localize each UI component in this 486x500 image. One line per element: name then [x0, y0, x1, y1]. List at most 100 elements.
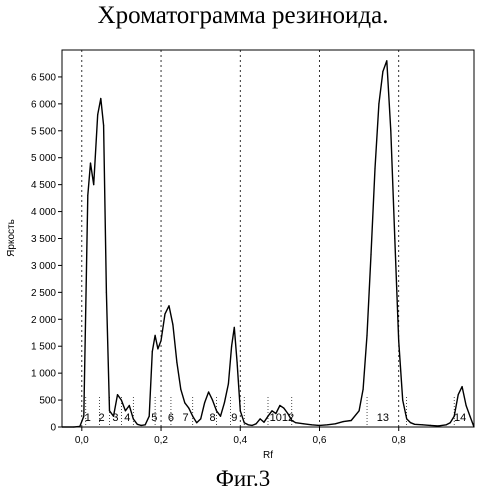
data-point [414, 423, 416, 425]
data-point [386, 60, 388, 62]
data-point [236, 361, 238, 363]
data-point [97, 114, 99, 116]
data-point [382, 70, 384, 73]
peak-label: 14 [454, 412, 466, 424]
data-point [473, 426, 475, 428]
data-point [453, 415, 455, 417]
peak-label: 6 [168, 412, 174, 424]
peak-label: 9 [231, 412, 237, 424]
y-tick-label: 1 000 [31, 369, 56, 380]
y-tick-label: 5 500 [31, 126, 56, 137]
x-axis-ticks: 0,0 0,2 0,4 0,6 0,8 [75, 427, 406, 446]
y-tick-label: 4 000 [31, 207, 56, 218]
data-point [108, 410, 111, 412]
data-point [398, 340, 400, 342]
data-point [136, 423, 138, 425]
x-tick-label: 0,0 [75, 435, 89, 446]
y-tick-label: 6 500 [31, 72, 56, 83]
data-point [157, 348, 159, 350]
data-point [132, 418, 134, 420]
peak-label: 7 [183, 412, 189, 424]
data-point [180, 388, 182, 390]
data-point [239, 410, 241, 412]
data-point [154, 334, 156, 336]
data-point [160, 340, 162, 342]
y-tick-label: 3 500 [31, 234, 56, 245]
data-point [334, 423, 336, 425]
data-point [374, 167, 376, 170]
peak-label: 8 [209, 412, 215, 424]
data-point [303, 423, 305, 425]
data-point [251, 424, 253, 426]
data-point [291, 419, 293, 422]
data-point [279, 404, 281, 407]
chart-title: Хроматограмма резиноида. [97, 2, 389, 29]
data-point [437, 425, 439, 427]
peak-label: 5 [151, 412, 157, 424]
data-point [140, 424, 142, 426]
data-point [370, 254, 372, 256]
x-tick-label: 0,4 [233, 435, 247, 446]
data-point [271, 410, 273, 412]
data-point [192, 415, 194, 417]
data-point [105, 291, 107, 293]
y-tick-label: 3 000 [31, 261, 56, 272]
x-tick-label: 0,8 [392, 435, 406, 446]
data-point [93, 184, 95, 186]
data-point [449, 422, 451, 424]
data-point [406, 418, 408, 420]
data-point [89, 162, 92, 164]
data-point [429, 424, 431, 426]
y-tick-label: 4 500 [31, 180, 56, 191]
data-point [204, 402, 206, 404]
series-line [62, 60, 475, 428]
data-point [295, 422, 297, 424]
data-point [263, 421, 265, 423]
data-point [410, 422, 412, 424]
y-tick-label: 500 [39, 396, 56, 407]
data-point [259, 418, 261, 420]
data-point [124, 410, 126, 412]
data-point [287, 412, 289, 415]
data-point [342, 421, 344, 423]
data-point [267, 415, 269, 417]
x-axis-label: Rf [263, 450, 273, 461]
data-point [211, 399, 214, 401]
x-tick-label: 0,2 [154, 435, 168, 446]
data-point [128, 404, 130, 407]
plot-area [61, 49, 475, 428]
data-point [390, 130, 392, 132]
data-point [120, 399, 122, 401]
data-point [326, 424, 328, 426]
data-point [275, 412, 277, 415]
data-point [100, 97, 102, 100]
peak-label: 1 [85, 412, 91, 424]
data-point [243, 422, 245, 424]
data-point [366, 334, 368, 336]
peak-label: 3 [112, 412, 118, 424]
data-point [164, 313, 166, 315]
data-point [465, 404, 467, 407]
data-point [168, 305, 170, 307]
data-point [350, 419, 352, 422]
data-point [378, 103, 380, 105]
data-point [83, 415, 85, 417]
peak-label: 13 [377, 412, 389, 424]
data-point [311, 424, 313, 426]
data-point [219, 415, 222, 417]
figure-caption: Фиг.3 [215, 466, 271, 491]
data-point [469, 415, 471, 417]
y-tick-label: 2 000 [31, 315, 56, 326]
data-point [176, 361, 178, 363]
data-point [144, 424, 146, 426]
peak-label: 4 [124, 412, 130, 424]
data-point [208, 391, 210, 393]
data-point [79, 425, 81, 428]
series-layer [61, 60, 475, 428]
y-tick-label: 2 500 [31, 288, 56, 299]
data-point [87, 194, 89, 196]
data-point [223, 402, 225, 404]
data-point [103, 124, 105, 126]
data-point [116, 394, 119, 396]
data-point [215, 410, 218, 412]
